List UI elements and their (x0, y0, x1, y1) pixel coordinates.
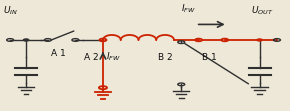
Text: B 1: B 1 (202, 53, 216, 62)
Text: B 2: B 2 (158, 53, 173, 62)
Text: $U_{IN}$: $U_{IN}$ (3, 4, 18, 17)
Text: $I_{FW}$: $I_{FW}$ (181, 2, 196, 15)
Text: A 2: A 2 (84, 53, 99, 62)
Text: A 1: A 1 (51, 49, 66, 57)
Circle shape (257, 39, 262, 41)
Text: $I_{FW}$: $I_{FW}$ (106, 51, 121, 63)
Circle shape (23, 39, 29, 41)
Text: $U_{OUT}$: $U_{OUT}$ (251, 4, 273, 17)
